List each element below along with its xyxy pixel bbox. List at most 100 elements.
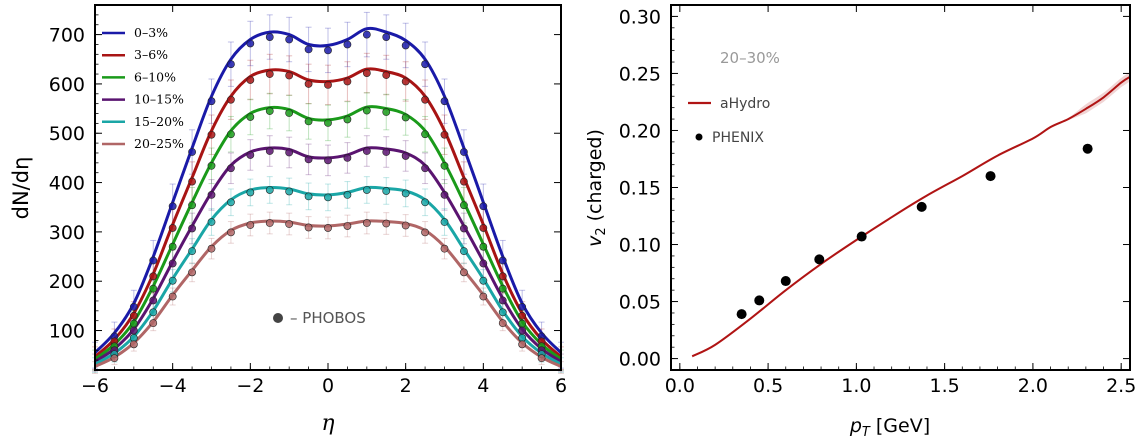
data-point [362,106,371,115]
data-point [498,272,507,281]
left-y-axis-label: dN/dη [9,157,33,220]
y-tick-label: 0.30 [619,6,661,28]
data-point [343,115,352,124]
x-tick-label: −4 [159,375,187,397]
data-point [362,219,371,227]
legend-marker-phenix [695,133,703,141]
data-point [227,228,235,237]
x-tick-label: −6 [81,375,109,397]
data-point [401,221,410,230]
series-curve-0–3% [93,26,563,354]
left-data-points [110,30,546,363]
data-point [168,276,177,285]
data-point-phenix [985,171,996,182]
data-point [324,156,332,165]
right-y-ticks: 0.00 0.05 0.10 0.15 0.20 0.25 0.30 [619,6,1130,371]
x-tick-label: 2 [400,375,412,397]
phobos-annotation: – PHOBOS [290,309,366,327]
data-point [265,107,274,115]
y-tick-label: 0.20 [619,120,661,142]
data-point [440,130,449,139]
data-point [207,244,216,253]
legend-label: 0–3% [134,25,168,40]
data-point [401,189,410,198]
x-tick-label: 2.5 [1106,375,1136,397]
data-point [460,247,468,256]
data-point-phenix [814,254,825,265]
series-curve-10–15% [94,146,562,363]
x-tick-label: 4 [477,375,489,397]
data-point [421,228,429,237]
data-point [440,161,449,170]
data-point [518,340,527,349]
pt-subscript: T [862,425,871,440]
right-x-ticks: 0.0 0.5 1.0 1.5 2.0 2.5 [665,5,1136,397]
centrality-label: 20–30% [720,49,780,67]
data-point [382,148,391,156]
data-point [207,97,216,106]
data-point [537,354,546,363]
data-point [518,326,527,335]
legend-label: PHENIX [712,130,764,146]
data-point-phenix [736,309,747,320]
data-point [149,308,158,317]
data-point [401,77,410,86]
data-point [246,221,255,229]
data-point-phenix [780,276,791,287]
left-legend: 0–3% 3–6% 6–10% 10–15% 15–20% 20–25% [102,25,184,151]
data-point [168,242,177,251]
x-tick-label: 0.5 [753,375,783,397]
data-point [129,311,138,320]
data-point [227,130,235,139]
data-point [168,292,177,301]
data-point [265,186,274,194]
x-tick-label: 0.0 [665,375,695,397]
y-tick-label: 0.15 [619,178,661,200]
legend-label: 20–25% [134,136,184,151]
data-point [110,354,119,363]
right-legend: aHydro PHENIX [688,96,770,146]
data-point [440,218,449,226]
data-point [362,69,371,77]
x-tick-label: 2.0 [1018,375,1048,397]
data-point [207,218,216,226]
data-point [188,201,196,210]
data-point [324,81,332,89]
data-point [498,308,507,317]
data-point [265,219,274,227]
data-point [188,247,196,256]
y-tick-label: 700 [49,25,85,47]
data-point [440,97,449,106]
data-point [518,302,527,311]
legend-label: 15–20% [134,114,184,129]
data-point [304,155,313,164]
data-point [401,41,410,50]
data-point [188,148,196,156]
data-point [460,268,468,277]
legend-label: 6–10% [134,69,176,84]
data-point [401,113,410,122]
left-chart: −6 −4 −2 0 2 4 6 100 200 300 400 500 600 700 dN/dη η… [9,4,567,436]
data-point [324,46,332,55]
data-point [479,242,488,251]
data-point [207,130,216,139]
left-x-ticks: −6 −4 −2 0 2 4 6 [81,5,567,397]
data-point [304,223,313,232]
data-point [304,192,313,201]
data-point [498,284,507,293]
data-point [382,33,391,41]
data-point [304,45,313,54]
x-tick-label: 1.5 [930,375,960,397]
data-point [401,152,410,160]
data-point [460,224,468,233]
data-point [265,33,274,41]
x-tick-label: 0 [322,375,334,397]
data-point [421,198,429,207]
data-point [188,268,196,277]
data-point [460,201,468,210]
x-tick-label: 6 [555,375,567,397]
data-point [440,190,449,199]
data-point [129,326,138,335]
data-point [227,164,235,173]
